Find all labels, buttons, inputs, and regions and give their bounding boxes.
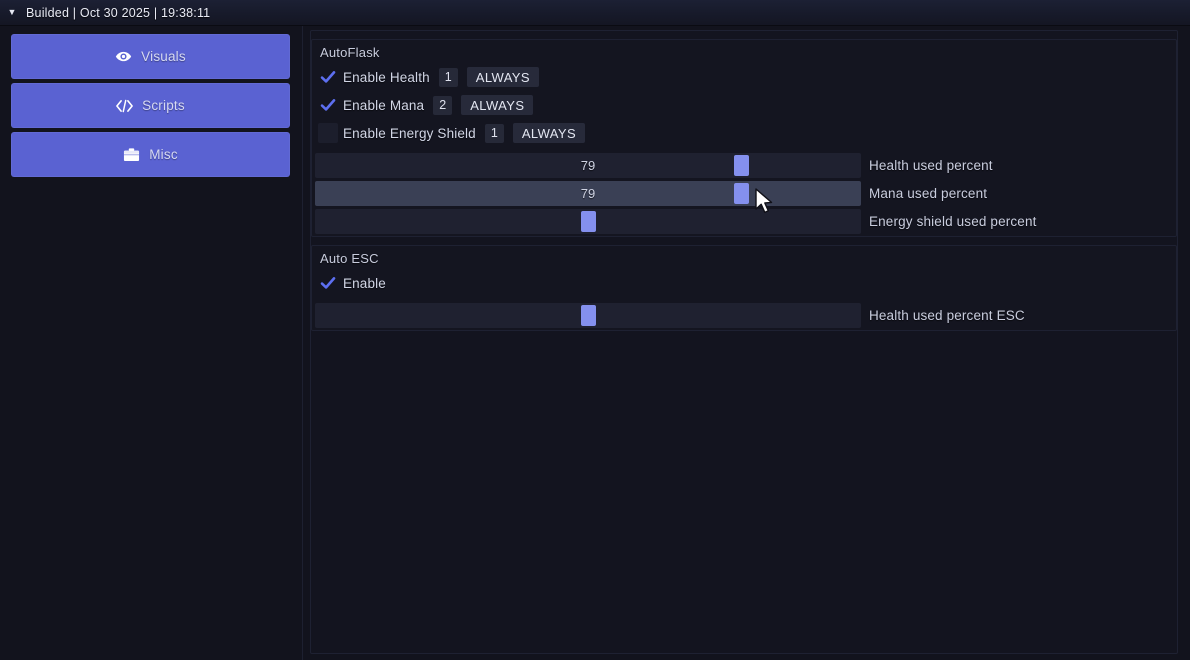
content-panel: AutoFlask Enable Health 1 ALWAYS Enable Mana… bbox=[310, 30, 1178, 654]
checkbox-label: Enable bbox=[343, 275, 386, 291]
check-icon bbox=[320, 69, 336, 85]
hotkey-field[interactable]: 2 bbox=[433, 95, 453, 115]
hotkey-field[interactable]: 1 bbox=[438, 67, 458, 87]
checkbox-checked[interactable] bbox=[318, 273, 338, 293]
checkbox-checked[interactable] bbox=[318, 95, 338, 115]
slider-track[interactable]: 50 bbox=[315, 302, 861, 328]
checkbox-label: Enable Mana bbox=[343, 97, 425, 113]
checkbox-row: Enable Mana 2 ALWAYS bbox=[318, 94, 534, 116]
sidebar-item-misc[interactable]: Misc bbox=[11, 132, 290, 177]
slider-handle[interactable] bbox=[581, 210, 596, 232]
slider-label: Health used percent ESC bbox=[869, 307, 1025, 323]
eye-icon bbox=[115, 48, 132, 65]
slider-row: 79 Health used percent bbox=[312, 152, 1178, 178]
sidebar-item-visuals[interactable]: Visuals bbox=[11, 34, 290, 79]
check-icon bbox=[320, 97, 336, 113]
check-icon bbox=[320, 275, 336, 291]
checkbox-row: Enable Energy Shield 1 ALWAYS bbox=[318, 122, 586, 144]
title-bar: ▼ Builded | Oct 30 2025 | 19:38:11 bbox=[0, 0, 1190, 26]
slider-handle[interactable] bbox=[733, 154, 749, 176]
sidebar: Visuals Scripts Misc bbox=[0, 26, 303, 660]
slider-value: 79 bbox=[580, 185, 596, 201]
window-title: Builded | Oct 30 2025 | 19:38:11 bbox=[26, 5, 211, 20]
triangle-down-icon[interactable]: ▼ bbox=[7, 7, 17, 17]
slider-row: 50 Energy shield used percent bbox=[312, 208, 1178, 234]
trigger-mode-button[interactable]: ALWAYS bbox=[466, 67, 539, 87]
slider-track[interactable]: 79 bbox=[315, 152, 861, 178]
title-bar-highlight bbox=[0, 0, 1190, 2]
slider-handle[interactable] bbox=[581, 304, 596, 326]
slider-label: Health used percent bbox=[869, 157, 993, 173]
trigger-mode-button[interactable]: ALWAYS bbox=[461, 95, 534, 115]
slider-row: 50 Health used percent ESC bbox=[312, 302, 1178, 328]
checkbox-label: Enable Energy Shield bbox=[343, 125, 476, 141]
slider-handle[interactable] bbox=[733, 182, 749, 204]
slider-track[interactable]: 79 bbox=[315, 180, 861, 206]
sidebar-item-label: Scripts bbox=[142, 98, 185, 113]
settings-group: Auto ESC Enable 50 Health used percent ESC bbox=[311, 245, 1177, 331]
briefcase-icon bbox=[123, 146, 140, 163]
sidebar-item-label: Visuals bbox=[141, 49, 186, 64]
checkbox-row: Enable Health 1 ALWAYS bbox=[318, 66, 539, 88]
trigger-mode-button[interactable]: ALWAYS bbox=[512, 123, 586, 143]
slider-row: 79 Mana used percent bbox=[312, 180, 1178, 206]
code-brackets-icon bbox=[116, 97, 134, 114]
sidebar-item-scripts[interactable]: Scripts bbox=[11, 83, 290, 128]
checkbox-checked[interactable] bbox=[318, 67, 338, 87]
settings-group: AutoFlask Enable Health 1 ALWAYS Enable Mana… bbox=[311, 39, 1177, 237]
checkbox-unchecked[interactable] bbox=[318, 123, 338, 143]
slider-label: Mana used percent bbox=[869, 185, 988, 201]
slider-track[interactable]: 50 bbox=[315, 208, 861, 234]
checkbox-label: Enable Health bbox=[343, 69, 430, 85]
sidebar-item-label: Misc bbox=[149, 147, 178, 162]
slider-label: Energy shield used percent bbox=[869, 213, 1037, 229]
slider-value: 79 bbox=[580, 157, 596, 173]
hotkey-field[interactable]: 1 bbox=[484, 123, 504, 143]
group-title: Auto ESC bbox=[320, 251, 379, 266]
group-title: AutoFlask bbox=[320, 45, 380, 60]
checkbox-row: Enable bbox=[318, 272, 386, 294]
